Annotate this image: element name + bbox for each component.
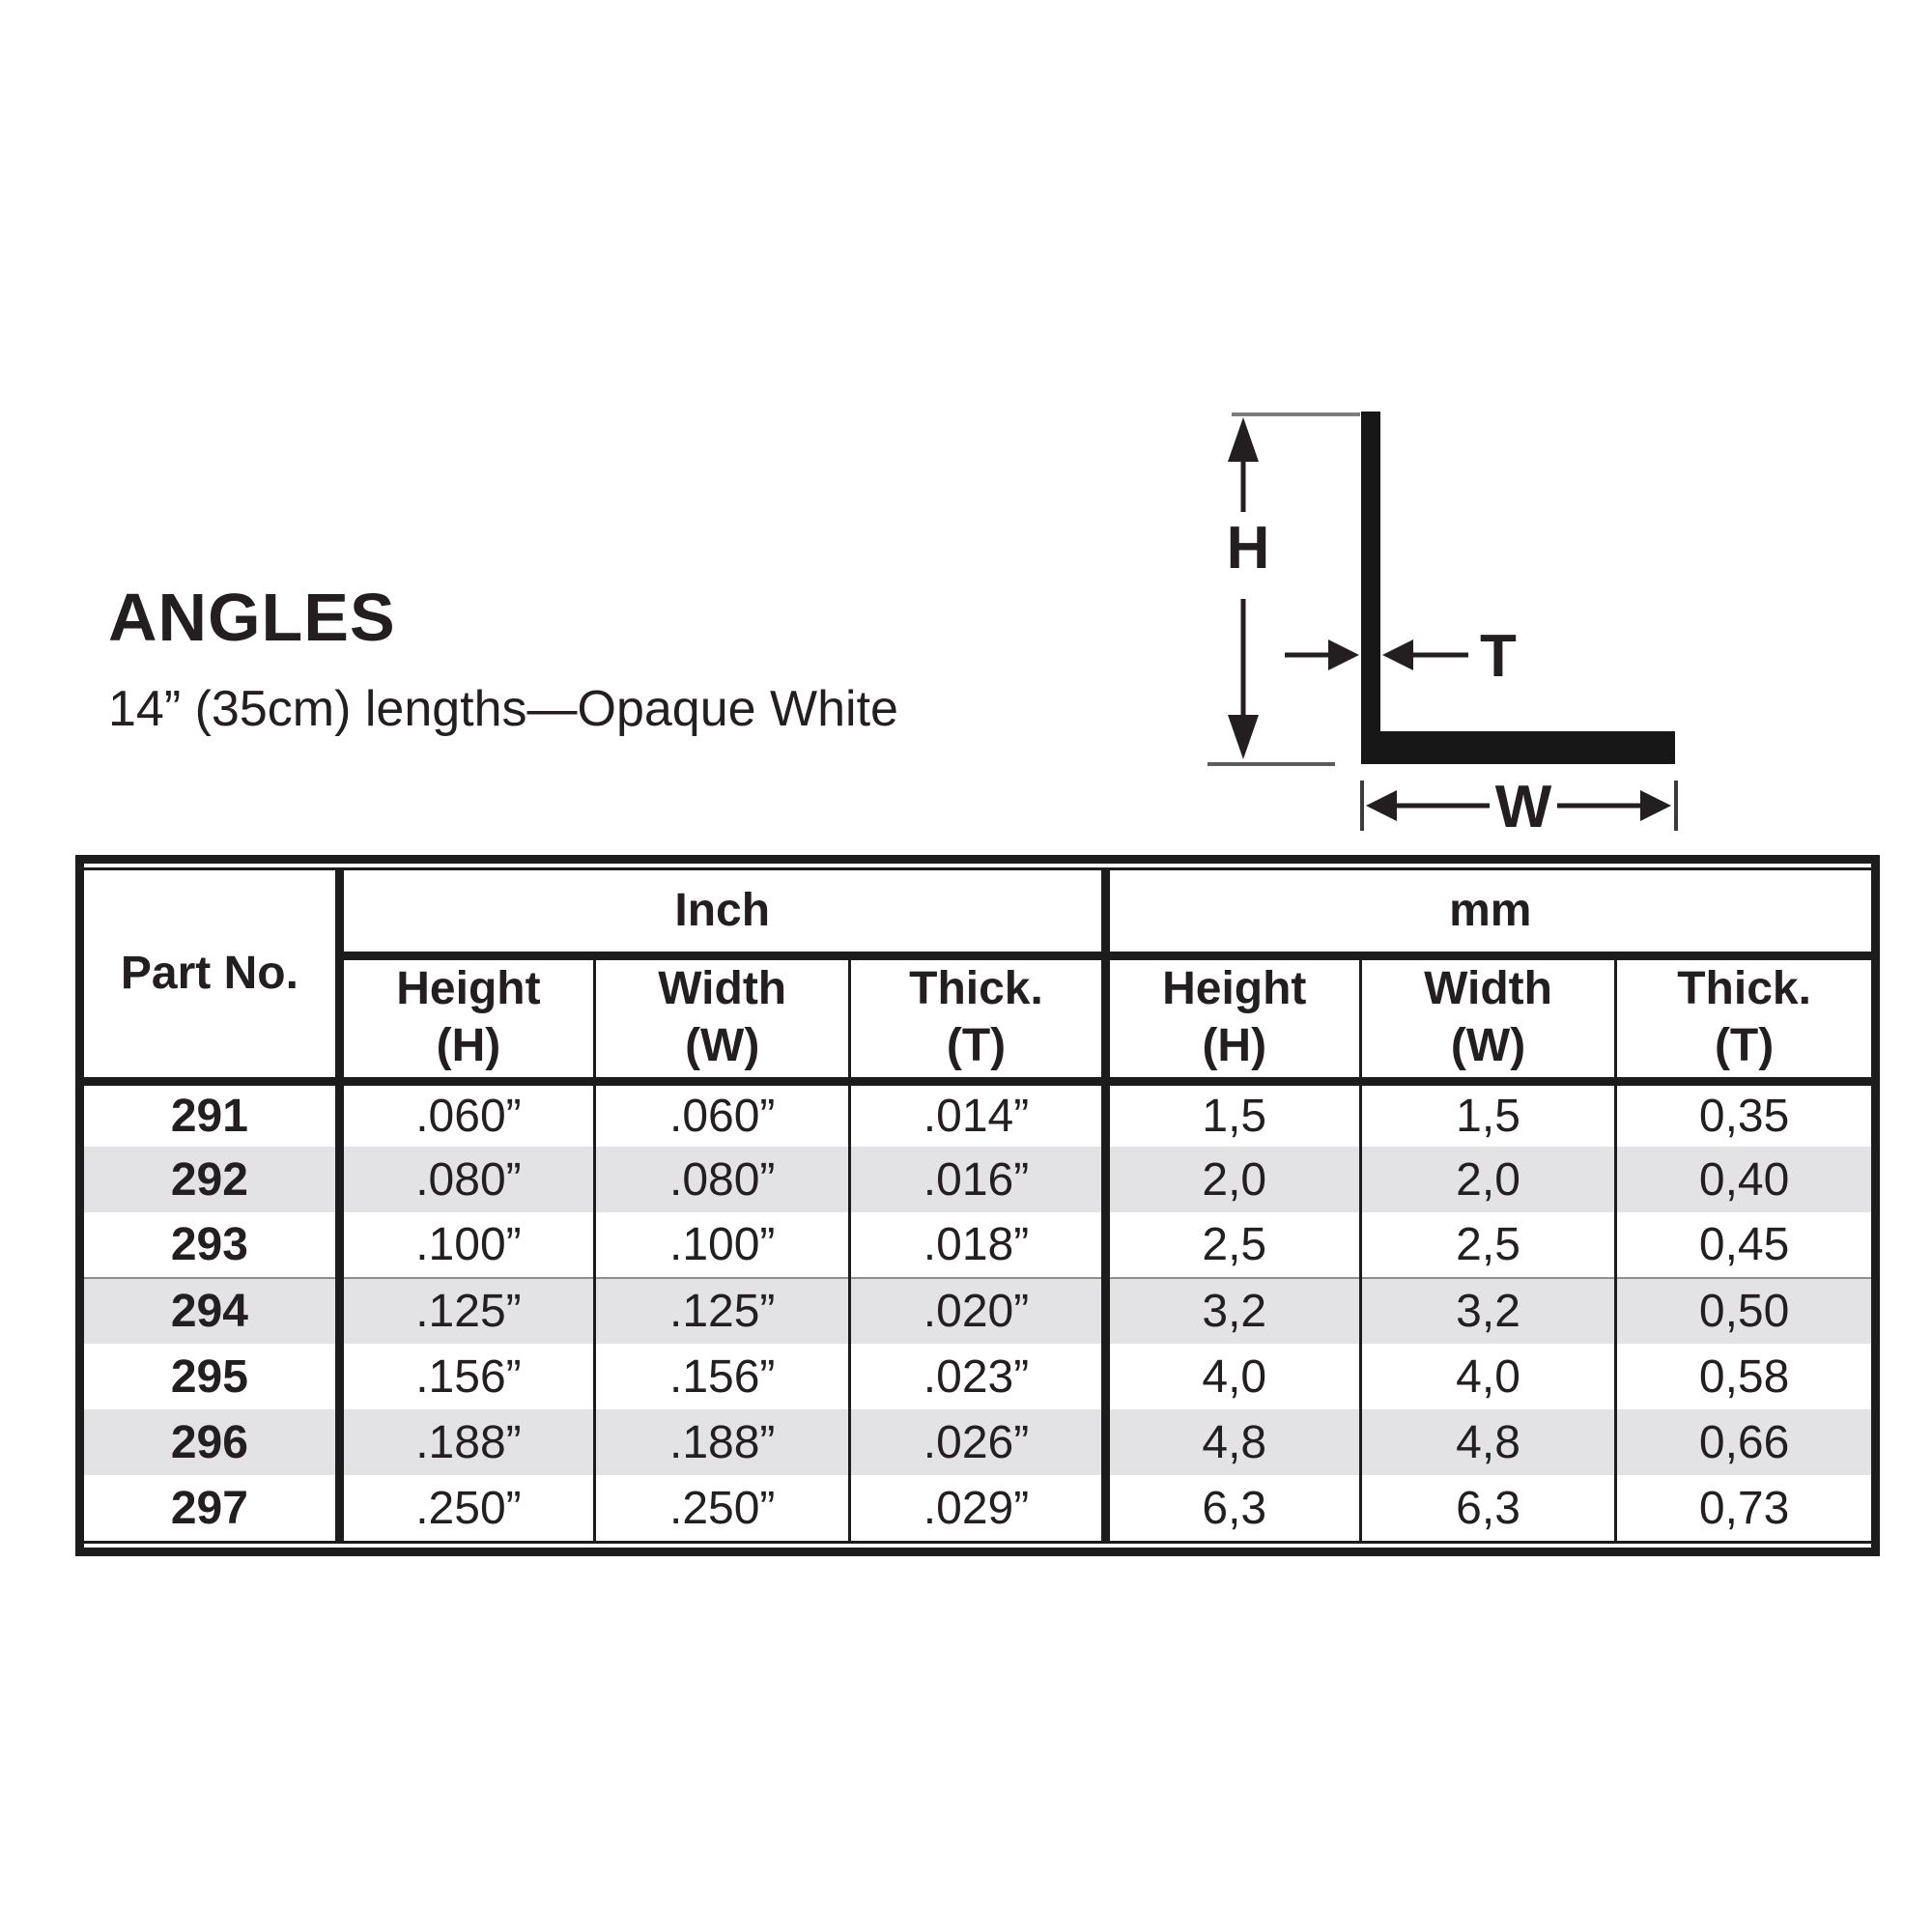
inch-value-cell: .020”: [849, 1277, 1110, 1344]
table-row: 295.156” .156” .023” 4,0 4,0 0,58: [84, 1344, 1871, 1409]
column-header-inch-width: Width (W): [594, 955, 852, 1086]
column-header-inch-height: Height (H): [339, 955, 597, 1086]
mm-value-cell: 3,2: [1105, 1277, 1362, 1344]
table-row: 294.125” .125” .020” 3,2 3,2 0,50: [84, 1277, 1871, 1344]
angles-spec-table: Part No. Inch mm Height (H) Width (W) Thick.…: [75, 855, 1880, 1556]
inch-value-cell: .014”: [849, 1081, 1110, 1147]
inch-value-cell: .080”: [339, 1147, 597, 1212]
table-row: 296.188” .188” .026” 4,8 4,8 0,66: [84, 1409, 1871, 1475]
inch-value-cell: .188”: [594, 1409, 852, 1475]
column-header-mm-height: Height (H): [1105, 955, 1362, 1086]
table-row: 293.100” .100” .018” 2,5 2,5 0,45: [84, 1212, 1871, 1278]
inch-value-cell: .018”: [849, 1212, 1110, 1278]
inch-value-cell: .100”: [594, 1212, 852, 1278]
width-dimension-arrow: [1366, 790, 1671, 821]
inch-value-cell: .060”: [339, 1081, 597, 1147]
mm-value-cell: 0,58: [1698, 1350, 1790, 1403]
mm-value-cell: 4,0: [1105, 1344, 1362, 1409]
mm-value-cell: 0,40: [1698, 1153, 1790, 1206]
mm-value-cell: 2,5: [1105, 1212, 1362, 1278]
inch-value-cell: .250”: [594, 1475, 852, 1541]
part-no-cell: 294: [84, 1277, 344, 1344]
column-header-mm-thick: Thick. (T): [1615, 955, 1871, 1086]
mm-value-cell: 1,5: [1105, 1081, 1362, 1147]
width-label: W: [1495, 774, 1552, 840]
angle-cross-section-shape: [1361, 412, 1675, 764]
mm-value-cell: 0,45: [1698, 1219, 1790, 1270]
page-title: ANGLES: [108, 580, 396, 655]
thickness-dimension-arrow: [1285, 639, 1468, 670]
mm-value-cell: 6,3: [1360, 1475, 1618, 1541]
column-header-inch-thick: Thick. (T): [849, 955, 1110, 1086]
mm-value-cell: 4,0: [1360, 1344, 1618, 1409]
mm-value-cell: 2,0: [1105, 1147, 1362, 1212]
mm-value-cell: 6,3: [1105, 1475, 1362, 1541]
inch-value-cell: .125”: [339, 1277, 597, 1344]
part-no-cell: 297: [84, 1475, 344, 1541]
inch-value-cell: .029”: [849, 1475, 1110, 1541]
mm-value-cell: 2,0: [1360, 1147, 1618, 1212]
inch-value-cell: .023”: [849, 1344, 1110, 1409]
part-no-column-header: Part No.: [84, 870, 344, 1086]
height-label: H: [1227, 515, 1270, 582]
table-inner-rule: Part No. Inch mm Height (H) Width (W) Thick.…: [84, 867, 1871, 1544]
table-row: 297.250” .250” .029” 6,3 6,3 0,73: [84, 1475, 1871, 1541]
inch-value-cell: .156”: [339, 1344, 597, 1409]
column-header-mm-width: Width (W): [1360, 955, 1618, 1086]
part-no-cell: 296: [84, 1409, 344, 1475]
mm-value-cell: 4,8: [1360, 1409, 1618, 1475]
thickness-label: T: [1480, 623, 1517, 690]
inch-value-cell: .080”: [594, 1147, 852, 1212]
mm-value-cell: 0,35: [1698, 1090, 1790, 1142]
page-subtitle: 14” (35cm) lengths—Opaque White: [108, 681, 898, 737]
inch-value-cell: .125”: [594, 1277, 852, 1344]
inch-value-cell: .156”: [594, 1344, 852, 1409]
mm-value-cell: 0,73: [1698, 1482, 1790, 1534]
inch-value-cell: .100”: [339, 1212, 597, 1278]
mm-value-cell: 0,50: [1615, 1277, 1871, 1344]
table-row: 291.060” .060” .014” 1,5 1,5 0,35: [84, 1081, 1871, 1147]
unit-group-header-row: Part No. Inch mm: [84, 870, 1871, 1086]
part-no-cell: 292: [84, 1147, 344, 1212]
mm-group-header: mm: [1105, 870, 1871, 960]
sub-header-row: Height (H) Width (W) Thick. (T) Height (H) Width…: [84, 955, 1871, 1086]
inch-group-header: Inch: [339, 870, 1110, 960]
dimensions-table: Part No. Inch mm Height (H) Width (W) Thick.…: [84, 870, 1871, 1541]
mm-value-cell: 2,5: [1360, 1212, 1618, 1278]
mm-value-cell: 4,8: [1105, 1409, 1362, 1475]
mm-value-cell: 3,2: [1360, 1277, 1618, 1344]
inch-value-cell: .250”: [339, 1475, 597, 1541]
part-no-cell: 295: [84, 1344, 344, 1409]
inch-value-cell: .188”: [339, 1409, 597, 1475]
height-dimension-arrow: [1228, 417, 1259, 759]
inch-value-cell: .026”: [849, 1409, 1110, 1475]
mm-value-cell: 1,5: [1360, 1081, 1618, 1147]
table-row: 292.080” .080” .016” 2,0 2,0 0,40: [84, 1147, 1871, 1212]
mm-value-cell: 0,66: [1698, 1416, 1790, 1468]
part-no-cell: 293: [84, 1212, 344, 1278]
part-no-cell: 291: [84, 1081, 344, 1147]
angle-profile-diagram: H T W: [1208, 412, 1678, 840]
inch-value-cell: .060”: [594, 1081, 852, 1147]
inch-value-cell: .016”: [849, 1147, 1110, 1212]
